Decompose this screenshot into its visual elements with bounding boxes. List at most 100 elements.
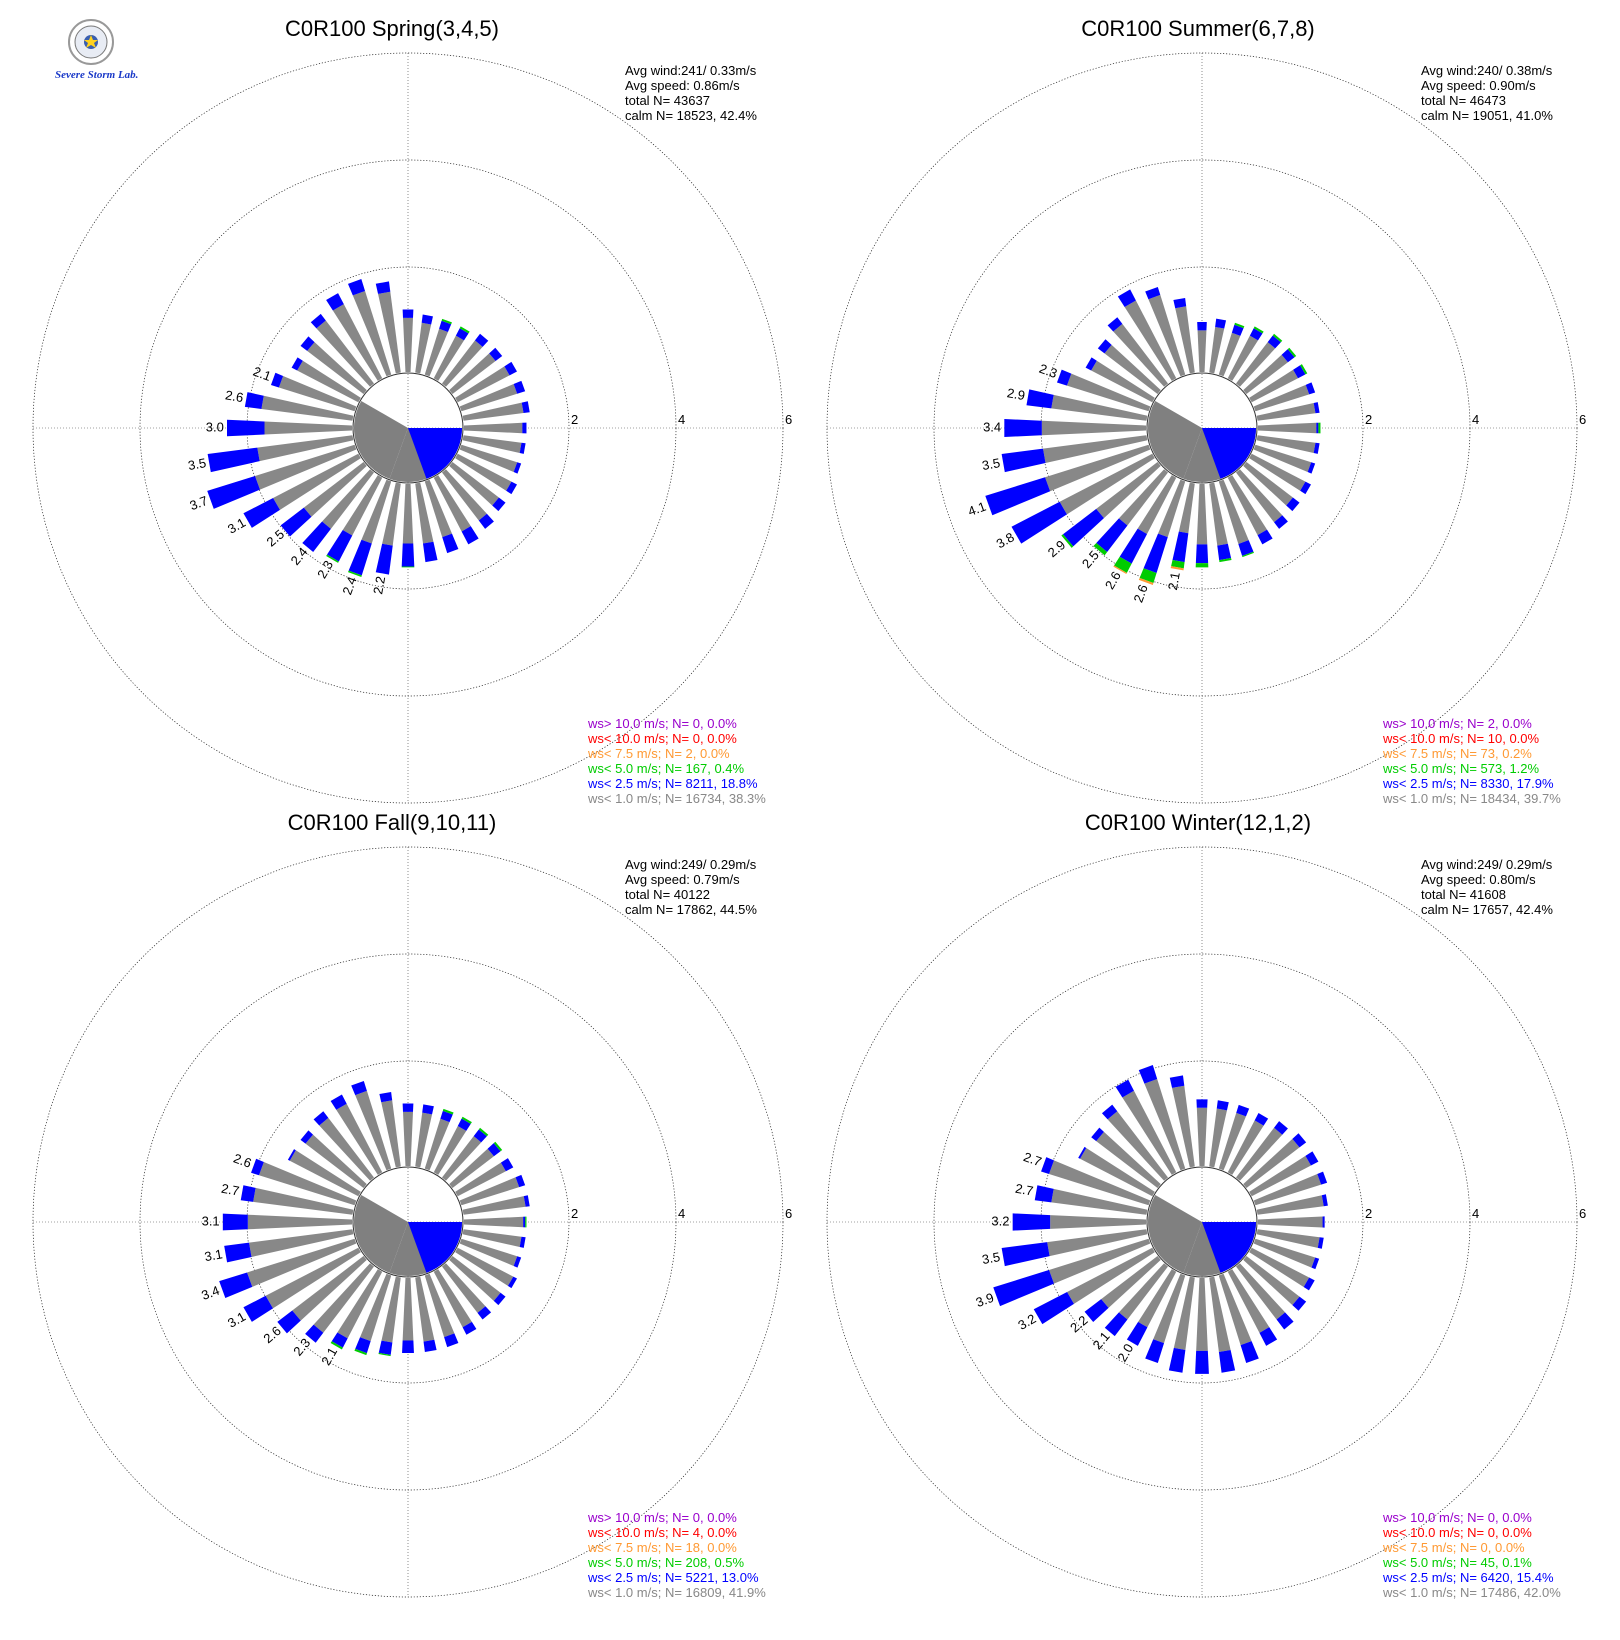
bar-segment-lt25 <box>1236 1104 1250 1117</box>
bar-segment-lt1 <box>261 395 354 421</box>
bar-segment-lt25 <box>1104 1312 1128 1337</box>
bar-segment-lt1 <box>415 482 434 544</box>
bar-segment-lt25 <box>402 1103 414 1112</box>
bar-segment-lt25 <box>1292 1133 1307 1148</box>
bar-segment-lt25 <box>1231 324 1244 336</box>
calm-gray-slice <box>354 401 408 479</box>
bar-segment-lt5 <box>1287 347 1297 358</box>
bar-segment-lt1 <box>1243 1138 1300 1188</box>
bar-segment-lt1 <box>1257 1216 1323 1228</box>
bar-segment-lt25 <box>300 1130 314 1144</box>
bar-segment-lt1 <box>1178 482 1195 534</box>
bar-segment-lt25 <box>330 1094 347 1110</box>
bar-segment-lt25 <box>1101 1104 1118 1120</box>
bar-segment-lt1 <box>265 1247 361 1309</box>
bar-segment-lt25 <box>355 1337 371 1354</box>
bar-segment-lt25 <box>1119 528 1148 564</box>
bar-segment-lt1 <box>433 335 465 381</box>
bar-segment-lt1 <box>455 1162 506 1197</box>
bar-segment-lt75 <box>1138 577 1154 585</box>
bar-segment-lt1 <box>257 435 354 462</box>
legend-item: ws> 10.0 m/s; N= 0, 0.0% <box>587 716 737 731</box>
bar-value-label: 2.1 <box>1165 571 1183 591</box>
bar-segment-lt25 <box>1033 1291 1074 1325</box>
bar-segment-lt1 <box>1196 483 1208 545</box>
bar-segment-lt1 <box>459 444 518 472</box>
bar-segment-lt1 <box>1197 330 1207 373</box>
bar-segment-lt25 <box>1305 1151 1319 1166</box>
bar-segment-lt25 <box>270 372 284 388</box>
bar-segment-lt25 <box>1317 1237 1324 1249</box>
bar-value-label: 3.8 <box>994 529 1017 551</box>
bar-value-label: 3.2 <box>991 1213 1009 1228</box>
bar-segment-lt25 <box>1274 1121 1288 1135</box>
bar-segment-lt25 <box>243 1295 273 1322</box>
bar-segment-lt25 <box>1259 1327 1278 1346</box>
bar-segment-lt25 <box>1313 402 1320 414</box>
bar-segment-lt5 <box>326 554 339 563</box>
legend-item: ws< 5.0 m/s; N= 208, 0.5% <box>587 1555 745 1570</box>
ring-1 <box>1040 1060 1364 1384</box>
legend-item: ws< 7.5 m/s; N= 2, 0.0% <box>587 746 730 761</box>
bar-value-label: 3.2 <box>1015 1311 1038 1333</box>
ring-1 <box>1040 266 1364 590</box>
bar-segment-lt25 <box>327 530 353 562</box>
bar-segment-lt1 <box>332 304 383 381</box>
bar-segment-lt25 <box>985 477 1051 516</box>
bar-segment-lt25 <box>240 1185 256 1202</box>
bar-segment-lt1 <box>463 422 523 434</box>
bar-segment-lt5 <box>1171 560 1185 569</box>
bar-segment-lt1 <box>433 475 471 532</box>
bar-segment-lt1 <box>1137 475 1177 535</box>
bar-segment-lt1 <box>424 1118 450 1171</box>
bar-value-label: 2.3 <box>1037 361 1059 381</box>
sector-bars: 2.22.42.32.42.53.13.73.53.02.62.1 <box>187 278 530 597</box>
lab-logo: Severe Storm Lab. <box>55 19 138 81</box>
stats-line: Avg wind:249/ 0.29m/s <box>1421 857 1553 872</box>
bar-segment-lt1 <box>1113 323 1168 387</box>
bar-value-label: 2.2 <box>370 575 388 595</box>
bar-segment-lt25 <box>1026 389 1054 409</box>
ring-label: 2 <box>571 1206 578 1221</box>
bar-segment-lt1 <box>1236 342 1276 387</box>
legend-item: ws< 1.0 m/s; N= 16809, 41.9% <box>587 1585 766 1600</box>
bar-segment-lt5 <box>493 1141 503 1152</box>
ring-3 <box>826 846 1578 1598</box>
bar-value-label: 2.2 <box>1067 1312 1090 1335</box>
bar-segment-lt1 <box>442 340 483 387</box>
bar-value-label: 2.4 <box>288 544 311 567</box>
bar-segment-lt5 <box>354 1348 367 1356</box>
bar-segment-lt25 <box>515 1174 526 1188</box>
bar-segment-lt1 <box>336 1103 383 1175</box>
bar-segment-lt25 <box>1216 1100 1229 1111</box>
bar-segment-lt1 <box>1138 1269 1177 1328</box>
bar-segment-lt25 <box>1001 448 1046 473</box>
bar-segment-lt1 <box>1096 1131 1161 1188</box>
bar-segment-lt1 <box>442 1263 486 1313</box>
legend-item: ws< 10.0 m/s; N= 0, 0.0% <box>587 731 737 746</box>
calm-blue-slice <box>1202 1222 1256 1273</box>
bar-segment-lt1 <box>402 483 414 544</box>
bar-segment-lt25 <box>378 1340 393 1355</box>
calm-blue-slice <box>408 428 462 479</box>
bar-segment-lt1 <box>253 1187 354 1215</box>
bar-segment-lt5 <box>1253 326 1264 334</box>
bar-segment-lt1 <box>1256 1229 1320 1248</box>
ring-label: 6 <box>1579 412 1586 427</box>
bar-segment-lt25 <box>493 1292 506 1306</box>
bar-segment-lt25 <box>291 357 303 371</box>
bar-segment-lt25 <box>1143 533 1168 574</box>
bar-segment-lt1 <box>1253 444 1312 472</box>
bar-segment-lt25 <box>513 462 522 474</box>
ring-3 <box>826 52 1578 804</box>
stats-line: total N= 41608 <box>1421 887 1506 902</box>
bar-segment-lt25 <box>439 320 452 332</box>
bar-segment-lt1 <box>378 291 401 374</box>
bar-segment-lt25 <box>1126 1321 1148 1346</box>
bar-segment-lt75 <box>1113 565 1127 575</box>
bar-segment-lt5 <box>378 1352 391 1357</box>
bar-segment-lt1 <box>303 462 367 517</box>
bar-segment-lt25 <box>1293 365 1306 379</box>
bar-segment-lt75 <box>1170 566 1184 571</box>
